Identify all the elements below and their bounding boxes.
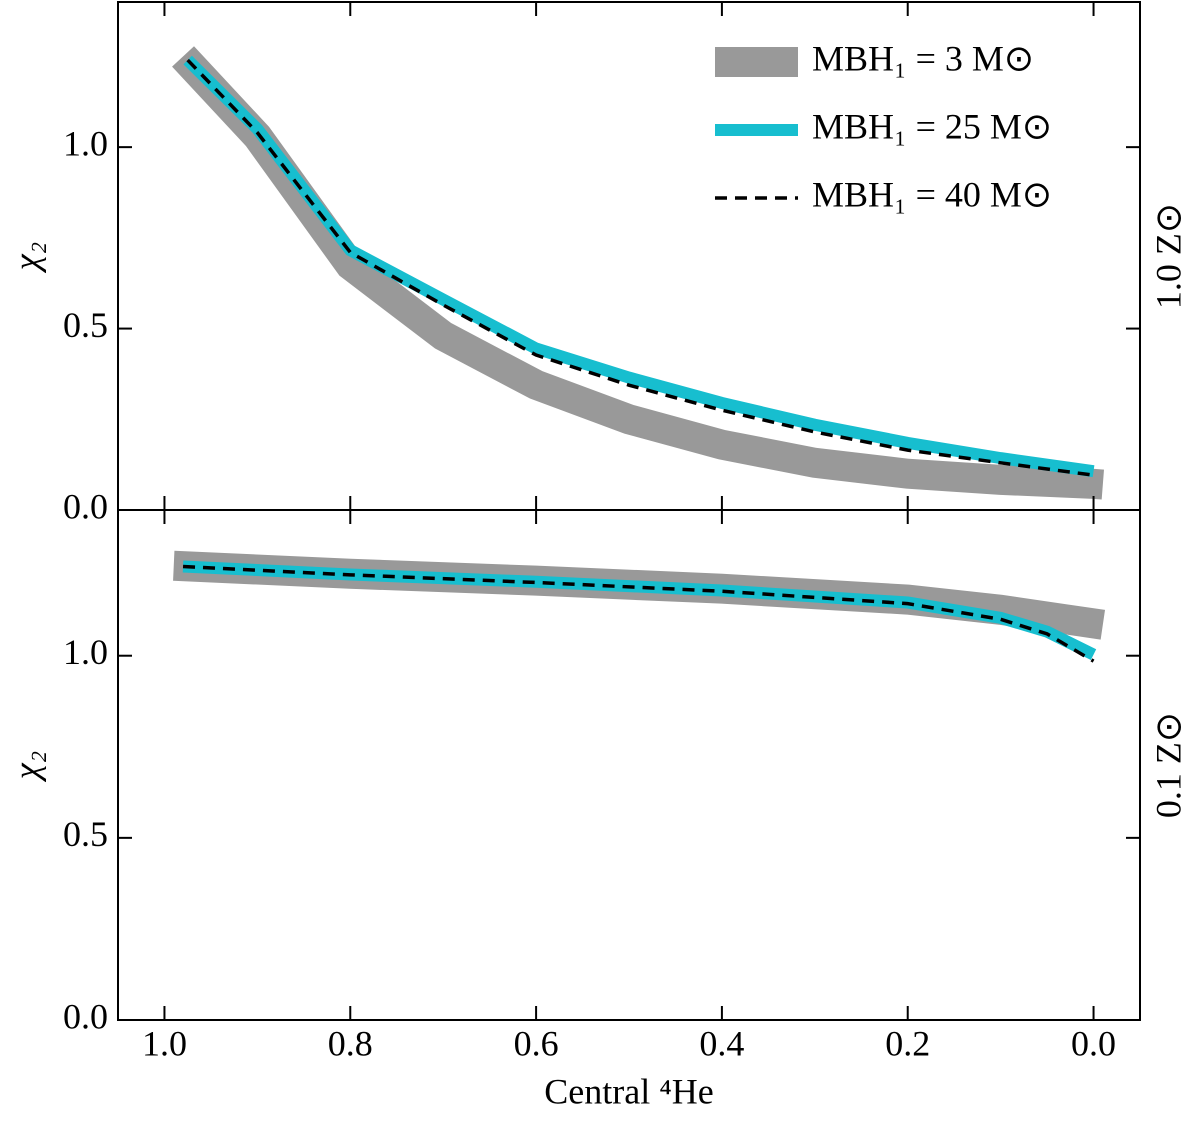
- panel-annotation: 0.1 Z⊙: [1148, 712, 1188, 818]
- y-tick-label: 0.5: [63, 305, 108, 345]
- series-line: [182, 560, 1097, 661]
- series-line: [183, 55, 1095, 478]
- x-tick-label: 0.2: [885, 1023, 930, 1063]
- x-tick-label: 0.4: [699, 1023, 744, 1063]
- y-tick-label: 1.0: [63, 123, 108, 163]
- y-tick-label: 0.5: [63, 814, 108, 854]
- y-tick-label: 1.0: [63, 632, 108, 672]
- legend-label: MBH₁ = 3 M⊙: [812, 38, 1034, 78]
- panel-annotation: 1.0 Z⊙: [1148, 203, 1188, 309]
- y-tick-label: 0.0: [63, 486, 108, 526]
- series-line: [186, 58, 1094, 477]
- legend-label: MBH₁ = 25 M⊙: [812, 106, 1052, 146]
- plot-frame: [117, 509, 1141, 1021]
- series-line: [182, 564, 1095, 663]
- legend-label: MBH₁ = 40 M⊙: [812, 174, 1052, 214]
- x-tick-label: 1.0: [142, 1023, 187, 1063]
- y-axis-label: χ₂: [6, 751, 46, 782]
- x-tick-label: 0.0: [1071, 1023, 1116, 1063]
- series-line: [172, 46, 1105, 500]
- y-tick-label: 0.0: [63, 996, 108, 1036]
- x-axis-label: Central ⁴He: [544, 1071, 714, 1111]
- y-axis-label: χ₂: [6, 242, 46, 273]
- x-tick-label: 0.8: [328, 1023, 373, 1063]
- x-tick-label: 0.6: [514, 1023, 559, 1063]
